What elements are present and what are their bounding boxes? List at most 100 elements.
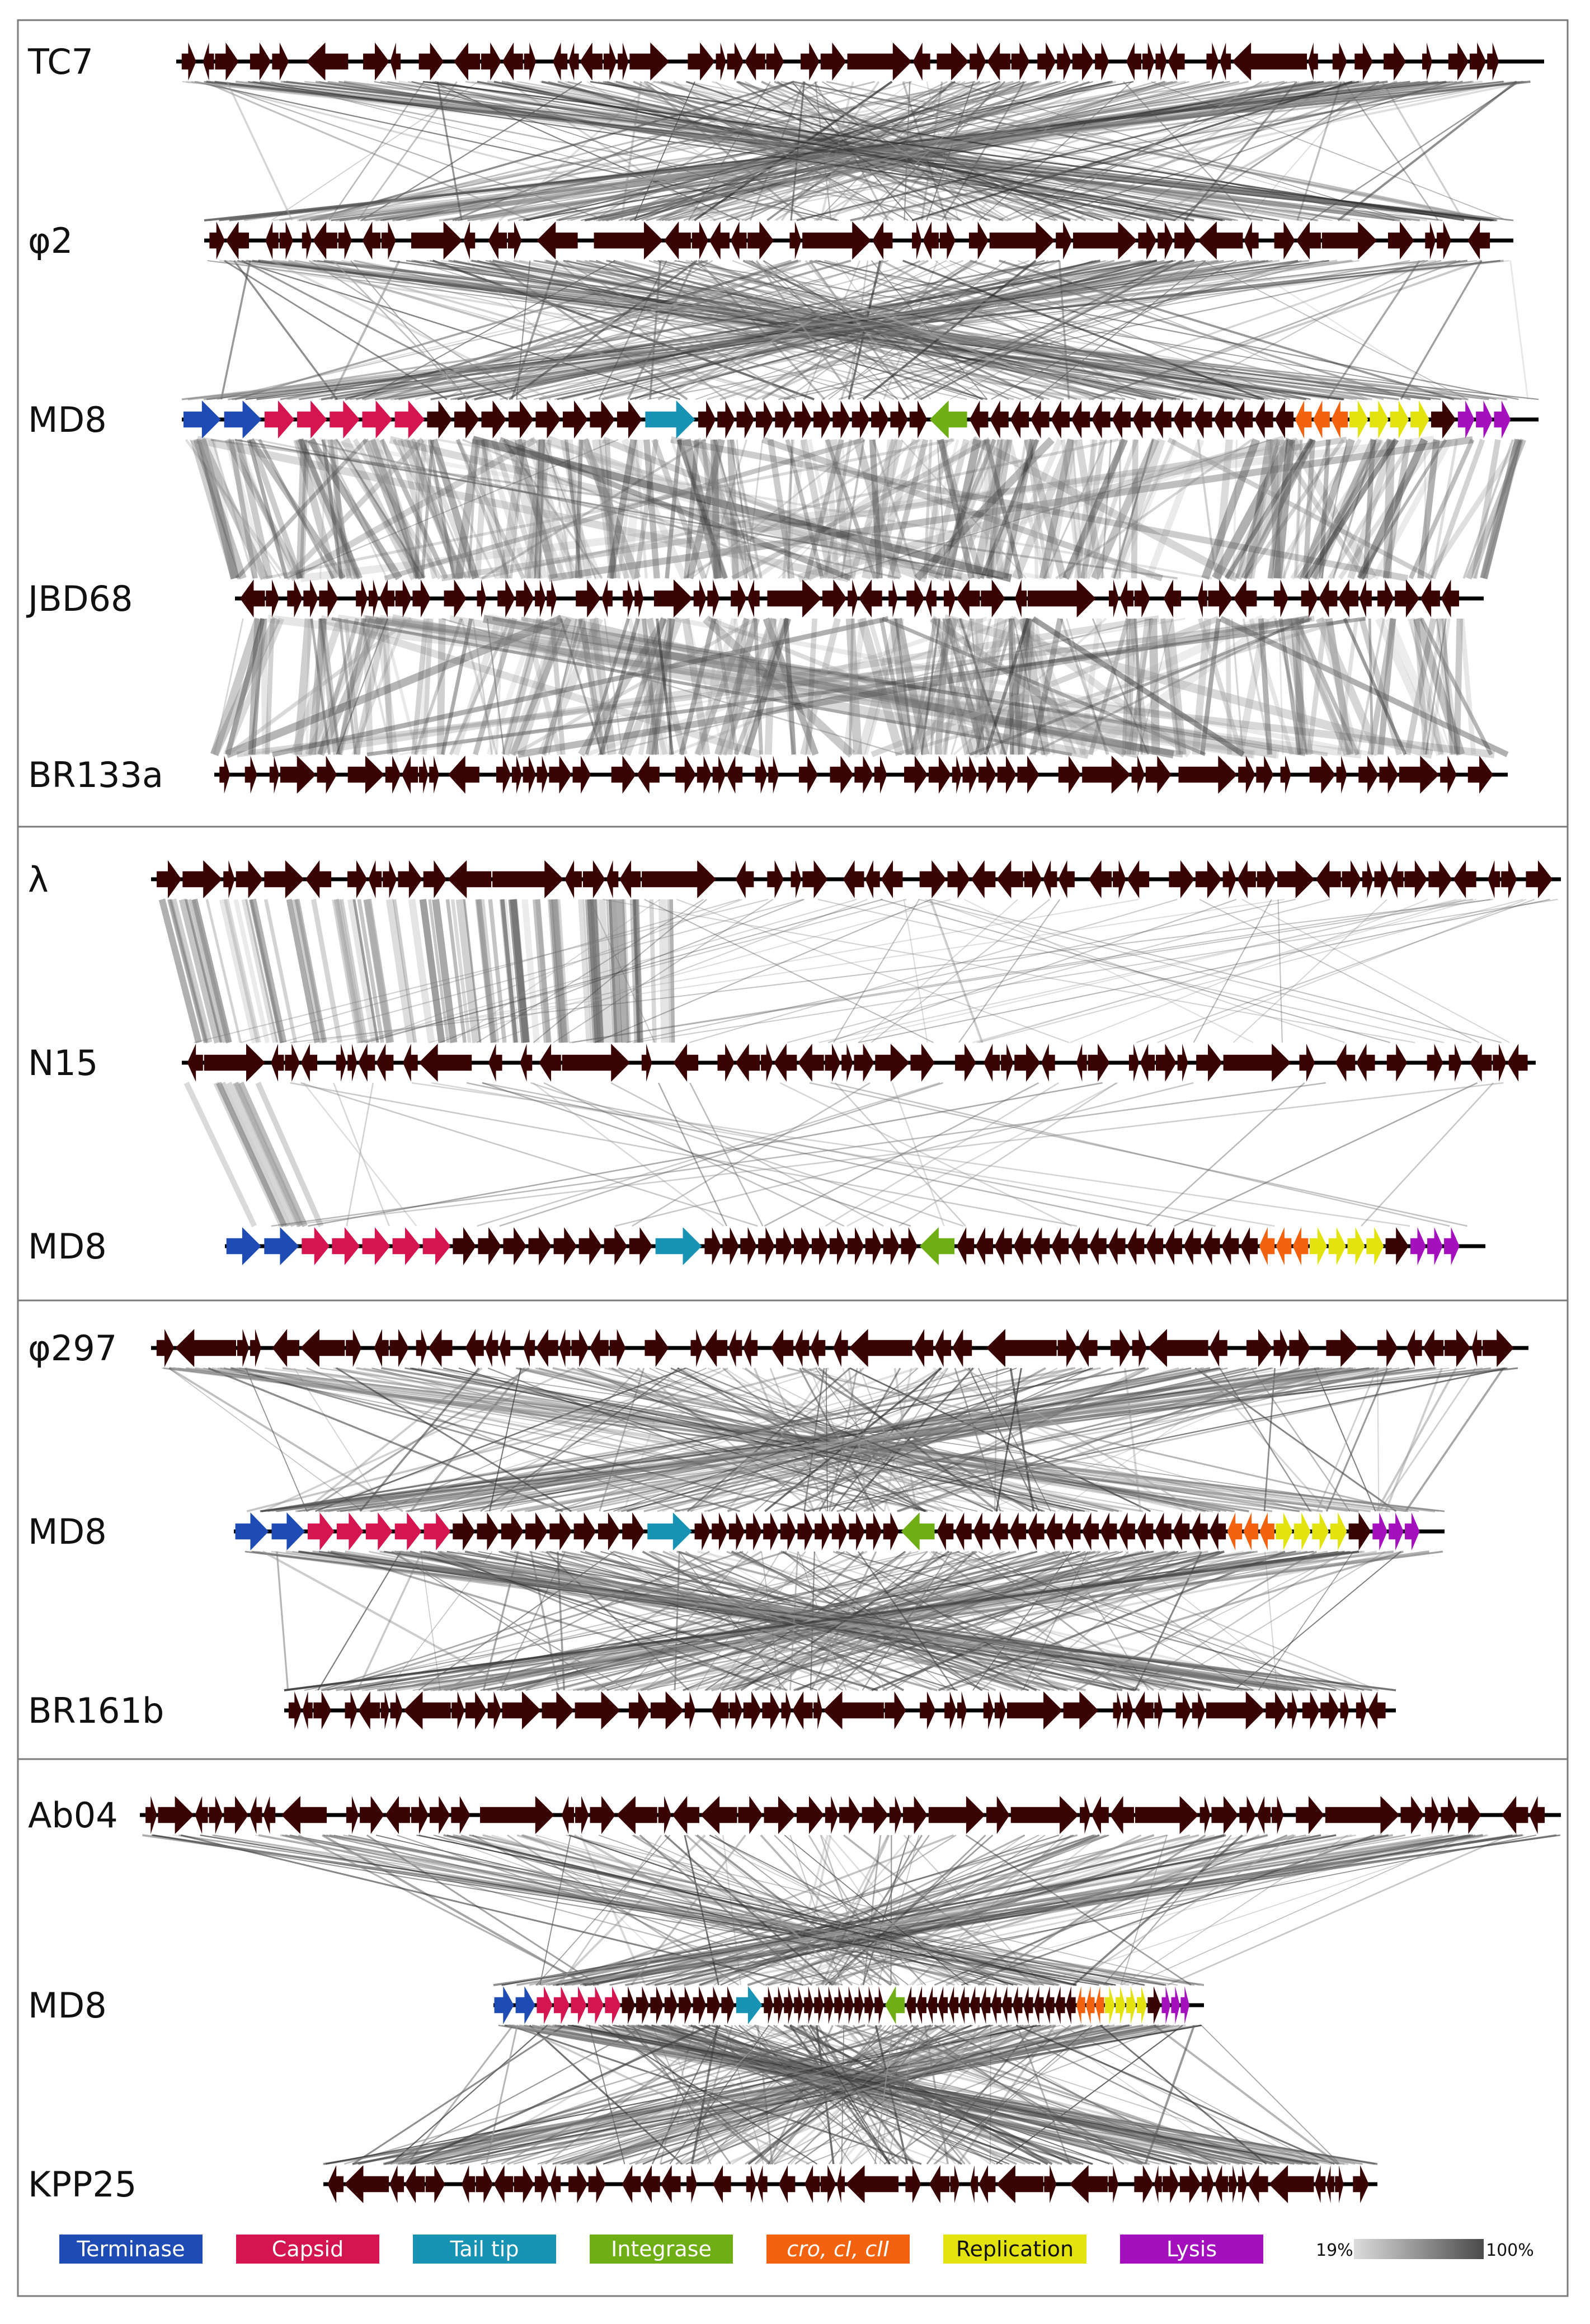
gene-arrow bbox=[885, 1691, 906, 1729]
homology-link bbox=[871, 260, 988, 400]
gene-arrow bbox=[411, 221, 463, 260]
homology-link bbox=[938, 439, 984, 579]
gene-arrow bbox=[778, 2165, 796, 2203]
genome-track: TC7 bbox=[27, 41, 1544, 82]
gene-arrow bbox=[1483, 1329, 1514, 1367]
homology-link bbox=[1058, 260, 1070, 400]
homology-link bbox=[836, 1367, 1346, 1512]
homology-link bbox=[1024, 617, 1088, 756]
gene-arrow bbox=[1223, 1044, 1291, 1082]
homology-link bbox=[562, 1550, 1010, 1691]
gene-arrow bbox=[1183, 1227, 1201, 1265]
gene-arrow bbox=[991, 1512, 1008, 1550]
homology-link bbox=[1061, 2025, 1320, 2165]
homology-link bbox=[255, 1081, 324, 1228]
gene-arrow bbox=[1057, 1329, 1078, 1367]
homology-link bbox=[886, 2025, 919, 2165]
homology-link bbox=[869, 439, 883, 579]
homology-link bbox=[481, 439, 707, 579]
homology-link bbox=[764, 1082, 1039, 1227]
gene-arrow bbox=[219, 756, 230, 794]
homology-link bbox=[1008, 618, 1014, 755]
homology-link bbox=[625, 1834, 1471, 1986]
homology-link bbox=[848, 618, 854, 755]
homology-link bbox=[934, 618, 950, 755]
gene-arrow bbox=[987, 43, 1010, 81]
gene-arrow bbox=[836, 2165, 845, 2203]
homology-link bbox=[444, 260, 677, 400]
homology-link bbox=[385, 1550, 1280, 1691]
homology-link bbox=[887, 439, 929, 579]
homology-link bbox=[1429, 618, 1451, 755]
homology-link bbox=[745, 439, 764, 579]
homology-link bbox=[957, 1551, 1342, 1691]
homology-link bbox=[696, 1834, 892, 1986]
gene-arrow bbox=[909, 400, 928, 439]
gene-arrow bbox=[1427, 1227, 1443, 1265]
homology-link bbox=[713, 618, 739, 755]
gene-arrow bbox=[617, 400, 642, 439]
homology-link bbox=[618, 617, 666, 756]
homology-link bbox=[606, 899, 614, 1043]
homology-link bbox=[311, 260, 791, 400]
homology-link bbox=[486, 618, 505, 755]
homology-link bbox=[761, 1551, 781, 1691]
gene-arrow bbox=[562, 400, 588, 439]
homology-link bbox=[314, 1551, 919, 1691]
link-set bbox=[210, 614, 1509, 759]
gene-arrow bbox=[1197, 221, 1243, 260]
homology-link bbox=[1020, 618, 1078, 755]
gene-arrow bbox=[815, 1512, 831, 1550]
homology-link bbox=[332, 438, 424, 580]
homology-link bbox=[667, 2025, 711, 2165]
gene-arrow bbox=[1453, 860, 1476, 898]
gene-arrow bbox=[462, 2165, 476, 2203]
homology-link bbox=[208, 81, 607, 221]
gene-arrow bbox=[425, 2165, 445, 2203]
homology-link bbox=[1167, 437, 1433, 581]
gene-arrow bbox=[1427, 1044, 1443, 1082]
homology-link bbox=[1315, 617, 1382, 756]
gene-arrow bbox=[1134, 579, 1150, 617]
homology-link bbox=[817, 2025, 897, 2165]
homology-link bbox=[591, 899, 606, 1043]
gene-arrow bbox=[412, 579, 431, 617]
homology-link bbox=[1430, 439, 1485, 579]
homology-link bbox=[800, 439, 835, 579]
gene-arrow bbox=[416, 1329, 427, 1367]
homology-link bbox=[294, 260, 1126, 400]
homology-link bbox=[232, 439, 296, 579]
homology-link bbox=[626, 1367, 1483, 1512]
homology-link bbox=[364, 260, 818, 400]
homology-link bbox=[521, 1834, 955, 1986]
homology-link bbox=[522, 617, 563, 756]
gene-arrow bbox=[919, 1227, 955, 1265]
gene-arrow bbox=[844, 1986, 854, 2024]
gene-arrow bbox=[834, 1986, 844, 2024]
homology-link bbox=[593, 2025, 934, 2165]
homology-link bbox=[300, 1082, 758, 1227]
gene-arrow bbox=[1340, 1691, 1349, 1729]
homology-link bbox=[708, 2025, 1263, 2165]
homology-link bbox=[311, 899, 343, 1043]
homology-link bbox=[332, 260, 469, 400]
homology-link bbox=[329, 1834, 1109, 1986]
homology-link bbox=[604, 618, 623, 755]
homology-link bbox=[366, 616, 1366, 757]
homology-link bbox=[567, 439, 585, 579]
homology-link bbox=[476, 899, 497, 1043]
homology-link bbox=[411, 1082, 1410, 1227]
homology-link bbox=[220, 260, 251, 400]
gene-arrow bbox=[1293, 1512, 1311, 1550]
homology-link bbox=[646, 81, 909, 221]
gene-arrow bbox=[478, 1227, 501, 1265]
homology-link bbox=[972, 899, 1477, 1043]
homology-links bbox=[158, 898, 1558, 1228]
homology-link bbox=[430, 260, 1193, 400]
gene-arrow bbox=[1126, 43, 1142, 81]
gene-arrow bbox=[1332, 43, 1347, 81]
homology-link bbox=[1296, 81, 1342, 221]
homology-link bbox=[1235, 439, 1281, 579]
homology-link bbox=[196, 436, 850, 582]
homology-link bbox=[934, 1834, 1288, 1986]
